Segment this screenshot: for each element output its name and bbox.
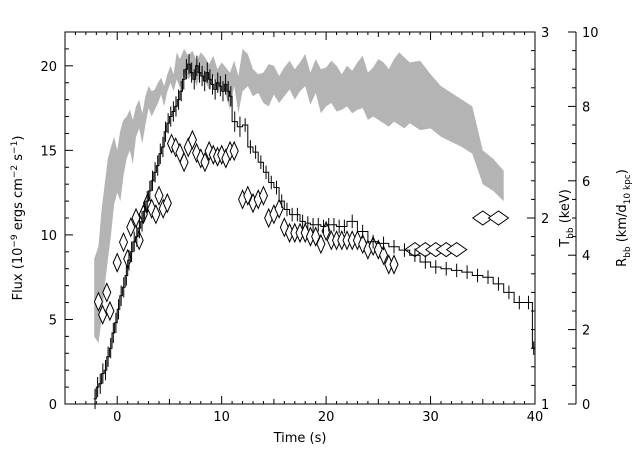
temperature-diamond xyxy=(162,192,172,214)
temperature-diamond xyxy=(102,282,112,303)
radius-tick-label: 2 xyxy=(582,324,590,339)
flux-axis-label: Flux (10−9 ergs cm−2 s−1) xyxy=(10,136,26,301)
temperature-diamond xyxy=(118,231,129,253)
temperature-diamond xyxy=(131,207,141,229)
radius-band xyxy=(94,48,504,344)
band-area xyxy=(94,48,504,344)
flux-tick-label: 20 xyxy=(40,60,57,75)
temperature-diamond xyxy=(445,242,468,258)
temperature-diamond xyxy=(321,220,331,242)
flux-tick-label: 5 xyxy=(49,313,57,328)
temperature-diamond xyxy=(487,210,510,226)
x-tick-label: 0 xyxy=(113,410,121,425)
x-axis-label: Time (s) xyxy=(273,431,327,446)
flux-tick-label: 15 xyxy=(40,144,57,159)
temperature-diamond xyxy=(274,198,284,219)
x-tick-label: 30 xyxy=(422,410,439,425)
radius-tick-label: 4 xyxy=(582,249,590,264)
temperature-tick-label: 2 xyxy=(541,212,549,227)
temperature-diamond xyxy=(126,217,136,238)
radius-axis: 0 2 4 6 8 10 xyxy=(568,26,599,413)
temperature-tick-label: 1 xyxy=(541,398,549,413)
x-tick-label: 10 xyxy=(213,410,230,425)
temperature-diamond xyxy=(93,291,103,312)
radius-tick-label: 6 xyxy=(582,175,590,190)
temperature-diamond xyxy=(258,185,268,206)
temperature-tick-label: 3 xyxy=(541,26,549,41)
temperature-axis: 1 2 3 xyxy=(527,26,549,413)
x-tick-label: 40 xyxy=(527,410,544,425)
temperature-axis-label: Tbb (keV) xyxy=(558,189,576,248)
temperature-diamond xyxy=(379,244,389,266)
temperature-diamond xyxy=(179,151,189,173)
radius-tick-label: 8 xyxy=(582,100,590,115)
radius-tick-label: 0 xyxy=(582,398,590,413)
temperature-diamond xyxy=(229,140,239,162)
radius-tick-label: 10 xyxy=(582,26,599,41)
temperature-diamond xyxy=(154,185,164,206)
temperature-diamond xyxy=(389,254,399,275)
temperature-diamond xyxy=(316,233,326,255)
flux-tick-label: 10 xyxy=(40,229,57,244)
temperature-diamond xyxy=(200,151,210,173)
temperature-diamond xyxy=(98,304,108,325)
flux-axis: 0 5 10 15 20 xyxy=(40,31,73,413)
x-tick-label: 20 xyxy=(318,410,335,425)
flux-tick-label: 0 xyxy=(49,398,57,413)
flux-step-line xyxy=(93,63,535,400)
temperature-diamond xyxy=(187,129,197,151)
flux-histogram xyxy=(93,53,535,410)
radius-axis-label: Rbb (km/d10 kpc) xyxy=(615,169,633,267)
x-axis: 0 10 20 30 40 xyxy=(64,32,544,425)
temperature-points xyxy=(93,129,510,325)
temperature-diamond xyxy=(151,204,161,225)
temperature-diamond xyxy=(112,252,122,273)
temperature-diamond xyxy=(105,300,115,322)
